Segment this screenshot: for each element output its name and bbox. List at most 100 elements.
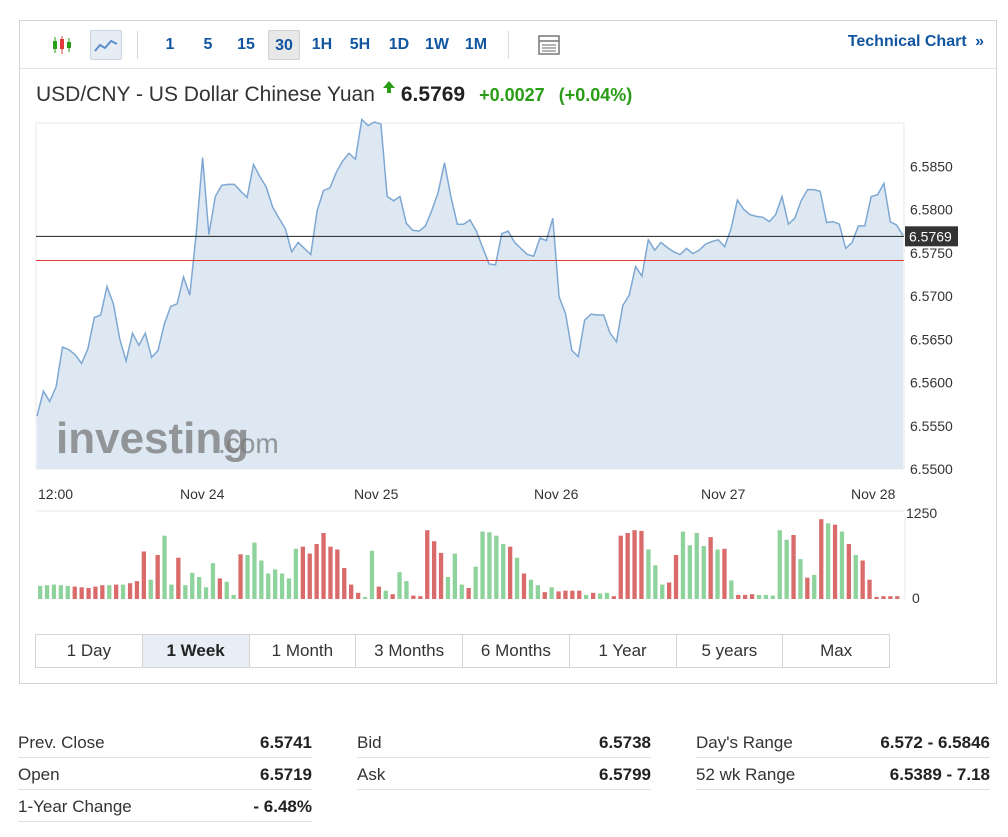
- stat-label: Bid: [357, 733, 382, 752]
- volume-bar: [252, 542, 257, 599]
- range-1-day[interactable]: 1 Day: [36, 635, 143, 667]
- volume-bar: [473, 566, 478, 599]
- stat-value: - 6.48%: [253, 797, 312, 816]
- volume-bar: [314, 544, 319, 599]
- volume-bar: [459, 584, 464, 599]
- price-line: [36, 117, 904, 417]
- volume-bar: [238, 554, 243, 599]
- volume-bar: [51, 584, 57, 599]
- volume-bar: [383, 590, 388, 599]
- volume-bar: [542, 592, 547, 599]
- stats-column-1: Prev. Close 6.5741 Open 6.5719 1-Year Ch…: [18, 726, 312, 822]
- interval-1[interactable]: 1: [165, 36, 175, 53]
- volume-bar: [44, 585, 50, 599]
- range-3-months[interactable]: 3 Months: [356, 635, 463, 667]
- volume-bar: [888, 596, 893, 599]
- volume-bar: [673, 555, 679, 599]
- volume-bar: [342, 568, 347, 599]
- volume-bar: [425, 530, 430, 599]
- volume-bar: [183, 585, 188, 599]
- volume-bar: [58, 585, 63, 599]
- interval-1m[interactable]: 1M: [464, 36, 488, 53]
- volume-bar: [736, 594, 741, 599]
- volume-bar: [867, 579, 872, 599]
- volume-bar: [259, 560, 264, 599]
- stat-row: Open 6.5719: [18, 758, 312, 790]
- volume-bar: [597, 593, 603, 599]
- instrument-header: USD/CNY - US Dollar Chinese Yuan 6.5769 …: [36, 81, 632, 113]
- volume-bar: [190, 572, 195, 599]
- instrument-name: USD/CNY - US Dollar Chinese Yuan: [36, 83, 375, 106]
- table-icon[interactable]: [533, 30, 565, 60]
- volume-bar: [832, 524, 838, 599]
- price-change: +0.0027: [479, 85, 545, 105]
- volume-bar: [743, 594, 748, 599]
- volume-bar: [494, 535, 499, 599]
- stat-row: Prev. Close 6.5741: [18, 726, 312, 758]
- volume-bar: [487, 532, 492, 599]
- stat-label: Ask: [357, 765, 386, 784]
- volume-bar: [356, 592, 361, 599]
- interval-15[interactable]: 15: [237, 36, 255, 53]
- volume-bar: [680, 531, 686, 599]
- range-1-year[interactable]: 1 Year: [570, 635, 677, 667]
- stat-row: Bid 6.5738: [357, 726, 651, 758]
- volume-bar: [604, 592, 610, 599]
- range-max[interactable]: Max: [820, 641, 853, 660]
- volume-bar: [65, 585, 70, 599]
- interval-1d[interactable]: 1D: [388, 36, 410, 53]
- volume-bar: [853, 555, 858, 599]
- volume-bar: [273, 569, 278, 599]
- volume-bar: [501, 544, 506, 599]
- volume-bar: [791, 535, 796, 599]
- volume-bar: [770, 595, 775, 599]
- range-5-years[interactable]: 5 years: [677, 635, 784, 667]
- stat-row: 1-Year Change - 6.48%: [18, 790, 312, 822]
- volume-bar: [245, 555, 250, 599]
- volume-chart: [36, 510, 906, 599]
- volume-bar: [390, 594, 395, 599]
- volume-bar: [93, 586, 98, 599]
- range-1-week[interactable]: 1 Week: [142, 635, 250, 667]
- volume-bar: [798, 559, 803, 599]
- volume-bar: [203, 587, 209, 599]
- stat-value: 6.5741: [260, 733, 312, 752]
- price-chart[interactable]: investing .com 6.58506.58006.57506.57006…: [20, 21, 996, 621]
- candlestick-icon[interactable]: [46, 30, 78, 60]
- volume-bar: [100, 585, 105, 599]
- volume-bar: [653, 565, 658, 599]
- technical-chart-link[interactable]: Technical Chart »: [848, 33, 984, 51]
- volume-axis: 1250 0: [906, 505, 937, 606]
- y-tick-label: 6.5550: [910, 418, 953, 434]
- volume-bar: [404, 581, 409, 599]
- volume-bar: [715, 549, 720, 599]
- volume-bar: [418, 596, 423, 599]
- volume-bar: [362, 596, 368, 599]
- volume-bar: [708, 537, 713, 599]
- interval-1h[interactable]: 1H: [311, 36, 333, 53]
- current-price-label: 6.5769: [909, 228, 952, 244]
- current-price-flag-bg: [905, 226, 958, 247]
- volume-bar: [812, 574, 817, 599]
- volume-bar: [784, 539, 789, 599]
- volume-bar: [570, 590, 575, 599]
- volume-bar: [687, 545, 692, 599]
- range-1-month[interactable]: 1 Month: [250, 635, 357, 667]
- stat-value: 6.5719: [260, 765, 312, 784]
- volume-bar: [127, 583, 133, 599]
- volume-bar: [279, 573, 285, 599]
- volume-bar: [321, 533, 326, 599]
- interval-30[interactable]: 30: [268, 30, 300, 60]
- time-axis: 12:00 Nov 24 Nov 25 Nov 26 Nov 27 Nov 28: [38, 486, 896, 502]
- range-6-months[interactable]: 6 Months: [463, 635, 570, 667]
- volume-bar: [701, 546, 706, 599]
- volume-bar: [286, 578, 292, 599]
- interval-5h[interactable]: 5H: [349, 36, 371, 53]
- volume-bar: [508, 546, 513, 599]
- x-tick-label: Nov 26: [534, 486, 579, 502]
- price-axis: 6.5850 6.5800 6.5750 6.5700 6.5650 6.5600 6.55…: [905, 158, 958, 477]
- line-chart-icon[interactable]: [90, 30, 122, 60]
- double-chevron-right-icon: »: [975, 33, 984, 50]
- interval-1w[interactable]: 1W: [425, 36, 449, 53]
- interval-5[interactable]: 5: [203, 36, 213, 53]
